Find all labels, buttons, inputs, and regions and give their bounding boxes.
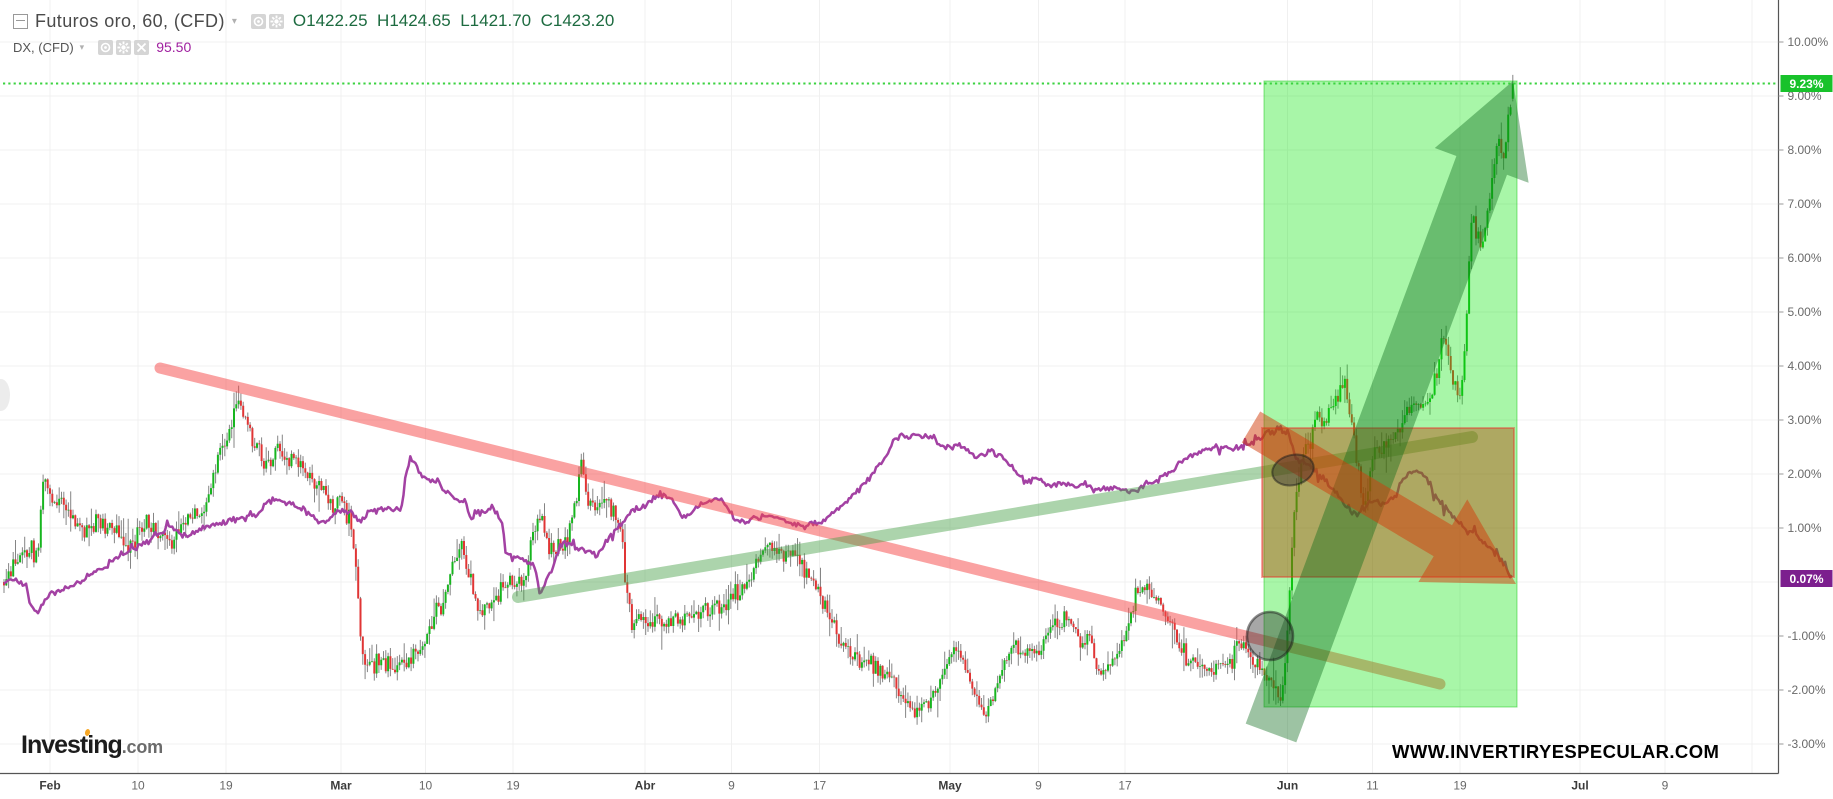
svg-text:17: 17 (1118, 779, 1132, 793)
svg-text:0.07%: 0.07% (1789, 572, 1823, 586)
svg-text:Jul: Jul (1571, 779, 1588, 793)
svg-text:19: 19 (506, 779, 520, 793)
svg-text:8.00%: 8.00% (1788, 143, 1822, 157)
svg-text:19: 19 (1453, 779, 1467, 793)
svg-text:9.23%: 9.23% (1789, 77, 1823, 91)
svg-text:10.00%: 10.00% (1788, 35, 1829, 49)
svg-text:9: 9 (1662, 779, 1669, 793)
svg-text:Feb: Feb (39, 779, 60, 793)
svg-text:-3.00%: -3.00% (1788, 737, 1826, 751)
svg-text:Mar: Mar (330, 779, 352, 793)
svg-text:10: 10 (419, 779, 433, 793)
svg-text:7.00%: 7.00% (1788, 197, 1822, 211)
svg-text:Jun: Jun (1277, 779, 1298, 793)
svg-text:10: 10 (131, 779, 145, 793)
svg-text:9: 9 (1035, 779, 1042, 793)
svg-text:9: 9 (728, 779, 735, 793)
svg-text:17: 17 (813, 779, 827, 793)
svg-text:11: 11 (1366, 779, 1379, 793)
svg-text:Abr: Abr (635, 779, 656, 793)
svg-text:-1.00%: -1.00% (1788, 629, 1826, 643)
svg-text:-2.00%: -2.00% (1788, 683, 1826, 697)
svg-text:9.00%: 9.00% (1788, 89, 1822, 103)
svg-text:3.00%: 3.00% (1788, 413, 1822, 427)
svg-text:2.00%: 2.00% (1788, 467, 1822, 481)
svg-text:4.00%: 4.00% (1788, 359, 1822, 373)
svg-text:May: May (938, 779, 962, 793)
svg-text:5.00%: 5.00% (1788, 305, 1822, 319)
svg-text:6.00%: 6.00% (1788, 251, 1822, 265)
svg-text:19: 19 (219, 779, 233, 793)
svg-text:1.00%: 1.00% (1788, 521, 1822, 535)
